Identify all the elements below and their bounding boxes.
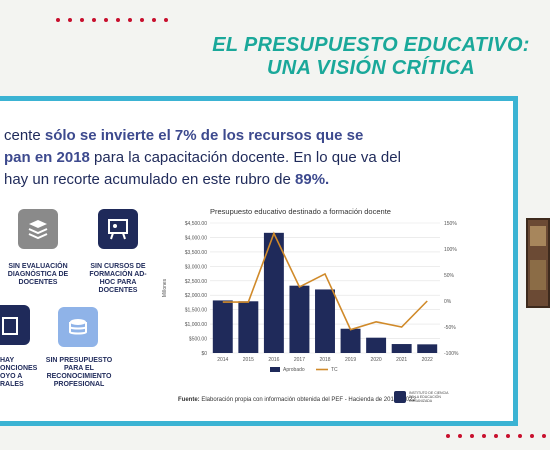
item-caption-4: SIN PRESUPUESTO PARA EL RECONOCIMIENTO P… <box>45 357 113 388</box>
logo-mark <box>394 391 406 403</box>
decorative-dots-bottom <box>446 434 546 438</box>
y-tick-label: $1,000.00 <box>185 322 207 328</box>
y-tick-label: $3,000.00 <box>185 264 207 270</box>
budget-chart: $0 $500.00 $1,000.00 $1,500.00 $2,000.00 $2,5… <box>162 221 459 373</box>
bar-aprobado <box>315 289 335 353</box>
coins-icon <box>58 307 98 347</box>
slide-title: EL PRESUPUESTO EDUCATIVO: UNA VISIÓN CRÍ… <box>196 34 546 80</box>
x-tick-label: 2020 <box>371 357 382 363</box>
x-tick-label: 2018 <box>319 357 330 363</box>
x-tick-label: 2015 <box>243 357 254 363</box>
y-tick-label: $2,500.00 <box>185 279 207 285</box>
logo-text: INSTITUTO DE CIENCIA DE LA EDUCACIÓN ORG… <box>409 391 449 403</box>
stack-icon <box>18 209 58 249</box>
item-caption-3: HAY ONCIONES OYO A RALES <box>0 357 38 388</box>
y-tick-label: $4,000.00 <box>185 235 207 241</box>
y-tick-label: $4,500.00 <box>185 221 207 227</box>
legend-label-aprobado: Aprobado <box>283 367 305 373</box>
item-caption-2: SIN CURSOS DE FORMACIÓN AD-HOC PARA DOCE… <box>89 263 147 294</box>
building-icon <box>0 305 30 345</box>
headline-highlight: sólo se invierte el 7% de los recursos q… <box>44 127 364 144</box>
y2-tick-label: 0% <box>444 299 452 305</box>
headline-percent: 89%. <box>295 171 330 188</box>
headline-highlight: pan en 2018 <box>4 149 90 166</box>
institution-logo: INSTITUTO DE CIENCIA DE LA EDUCACIÓN ORG… <box>394 391 451 403</box>
y2-tick-label: -50% <box>444 325 456 331</box>
x-tick-label: 2016 <box>268 357 279 363</box>
bar-aprobado <box>417 344 438 353</box>
headline-part: para la capacitación docente. En lo que … <box>89 149 401 166</box>
headline-text: cente sólo se invierte el 7% de los recu… <box>4 125 404 191</box>
x-tick-label: 2022 <box>422 357 433 363</box>
y2-tick-label: 50% <box>444 273 455 279</box>
x-tick-label: 2017 <box>294 357 305 363</box>
source-note: Fuente: Elaboración propia con informaci… <box>178 397 416 403</box>
chart-title: Presupuesto educativo destinado a formac… <box>210 207 391 216</box>
bar-aprobado <box>289 285 310 353</box>
presentation-icon <box>98 209 138 249</box>
item-caption-1: SIN EVALUACIÓN DIAGNÓSTICA DE DOCENTES <box>7 263 69 286</box>
x-tick-label: 2019 <box>345 357 356 363</box>
legend-label-tc: TC <box>331 367 338 373</box>
presenter-video-thumbnail <box>526 218 550 308</box>
y-tick-label: $500.00 <box>189 337 207 343</box>
bar-aprobado <box>263 232 284 353</box>
slide-panel: cente sólo se invierte el 7% de los recu… <box>0 96 518 426</box>
bar-aprobado <box>340 328 361 353</box>
headline-part: cente <box>4 127 45 144</box>
legend-swatch-aprobado <box>270 367 280 372</box>
bar-aprobado <box>212 300 233 353</box>
bar-aprobado <box>238 301 259 353</box>
y-tick-label: $3,500.00 <box>185 250 207 256</box>
source-label: Fuente: <box>178 397 200 403</box>
y2-tick-label: -100% <box>444 351 459 357</box>
x-tick-label: 2014 <box>217 357 228 363</box>
headline-part: hay un recorte acumulado en este rubro d… <box>4 171 296 188</box>
y-tick-label: $0 <box>201 351 207 357</box>
y2-tick-label: 150% <box>444 221 457 227</box>
bar-aprobado <box>366 337 387 353</box>
title-line-2: UNA VISIÓN CRÍTICA <box>267 57 475 79</box>
bar-aprobado <box>391 344 412 353</box>
source-text: Elaboración propia con información obten… <box>199 397 416 403</box>
y-axis-label: Millones <box>162 278 168 297</box>
y-tick-label: $2,000.00 <box>185 293 207 299</box>
y2-tick-label: 100% <box>444 247 457 253</box>
x-tick-label: 2021 <box>396 357 407 363</box>
decorative-dots-top <box>56 18 168 22</box>
y-tick-label: $1,500.00 <box>185 308 207 314</box>
title-line-1: EL PRESUPUESTO EDUCATIVO: <box>212 34 530 56</box>
line-tc <box>222 231 428 331</box>
